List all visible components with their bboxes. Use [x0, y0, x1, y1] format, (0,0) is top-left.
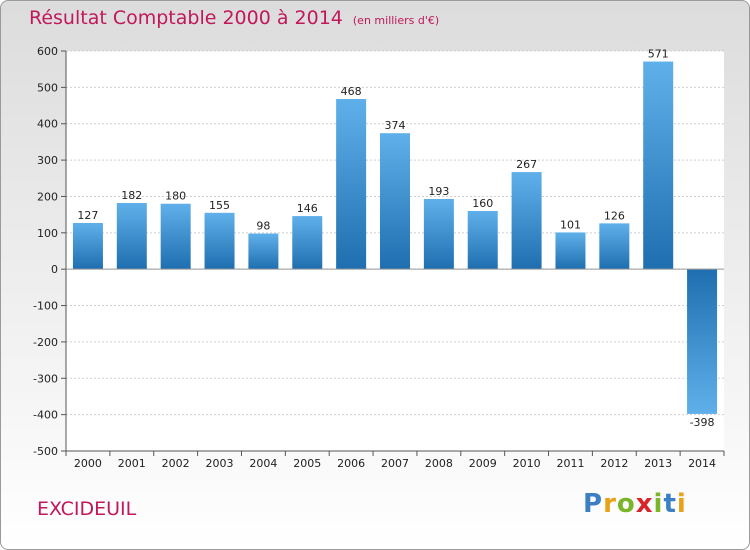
bar-value-label: -398: [690, 416, 715, 429]
x-tick-label: 2006: [337, 457, 365, 470]
proxiti-logo: Proxiti: [583, 489, 687, 519]
y-tick-label: 300: [37, 154, 58, 167]
bar-value-label: 182: [121, 189, 142, 202]
x-tick-label: 2008: [425, 457, 453, 470]
plot-area: 600 500 400 300 200 100 0 -100 -200 -300 -400 -500 1…: [33, 45, 725, 470]
bar-value-label: 267: [516, 158, 537, 171]
logo-letter: t: [663, 489, 677, 519]
bar-value-label: 468: [341, 85, 362, 98]
bar-value-label: 193: [428, 185, 449, 198]
chart-title-text: Résultat Comptable 2000 à 2014: [29, 7, 343, 29]
x-tick-label: 2002: [162, 457, 190, 470]
bar-value-label: 101: [560, 218, 581, 231]
y-tick-label: -400: [33, 409, 58, 422]
bar-value-label: 126: [604, 209, 625, 222]
x-tick-label: 2000: [74, 457, 102, 470]
x-tick-label: 2009: [469, 457, 497, 470]
bar-2009: [467, 211, 498, 270]
x-tick-label: 2003: [206, 457, 234, 470]
bar-2004: [248, 233, 279, 270]
chart-title: Résultat Comptable 2000 à 2014 (en millie…: [29, 7, 439, 29]
y-tick-label: 200: [37, 190, 58, 203]
y-tick-label: -300: [33, 372, 58, 385]
bar-2002: [160, 203, 191, 270]
bar-2005: [292, 216, 323, 270]
bar-2013: [643, 61, 674, 270]
bar-2001: [116, 203, 147, 270]
bar-2006: [336, 99, 367, 270]
bar-2010: [511, 172, 542, 270]
logo-letter: x: [635, 489, 654, 519]
bar-2014: [687, 269, 718, 414]
x-tick-label: 2001: [118, 457, 146, 470]
x-tick-label: 2010: [513, 457, 541, 470]
logo-letter: r: [603, 489, 617, 519]
x-tick-label: 2014: [688, 457, 716, 470]
logo-letter: i: [653, 489, 664, 519]
bar-value-label: 146: [297, 202, 318, 215]
x-tick-label: 2011: [556, 457, 584, 470]
bar-2000: [72, 223, 103, 270]
bar-value-label: 155: [209, 199, 230, 212]
y-tick-label: 0: [51, 263, 58, 276]
y-tick-label: 500: [37, 81, 58, 94]
y-tick-label: -200: [33, 336, 58, 349]
x-tick-label: 2004: [249, 457, 277, 470]
chart-subtitle: (en milliers d'€): [352, 14, 440, 27]
commune-name: EXCIDEUIL: [37, 498, 137, 520]
bar-2007: [380, 133, 410, 270]
y-tick-label: 600: [37, 45, 58, 58]
bar-value-label: 571: [648, 48, 669, 61]
bar-2003: [204, 212, 235, 270]
bar-value-label: 160: [472, 197, 493, 210]
bar-2011: [555, 232, 586, 270]
y-tick-label: 100: [37, 227, 58, 240]
y-tick-label: -500: [33, 445, 58, 458]
bar-2008: [423, 199, 454, 270]
bar-value-label: 98: [256, 220, 270, 233]
bar-value-label: 374: [385, 119, 406, 132]
x-tick-label: 2005: [293, 457, 321, 470]
x-tick-label: 2007: [381, 457, 409, 470]
y-tick-label: -100: [33, 300, 58, 313]
logo-letter: o: [616, 489, 636, 519]
bar-2012: [599, 223, 630, 270]
bar-value-label: 180: [165, 190, 186, 203]
logo-letter: P: [583, 489, 604, 519]
x-tick-label: 2013: [644, 457, 672, 470]
logo-letter: i: [676, 489, 687, 519]
bar-value-label: 127: [77, 209, 98, 222]
y-tick-label: 400: [37, 118, 58, 131]
x-tick-label: 2012: [600, 457, 628, 470]
